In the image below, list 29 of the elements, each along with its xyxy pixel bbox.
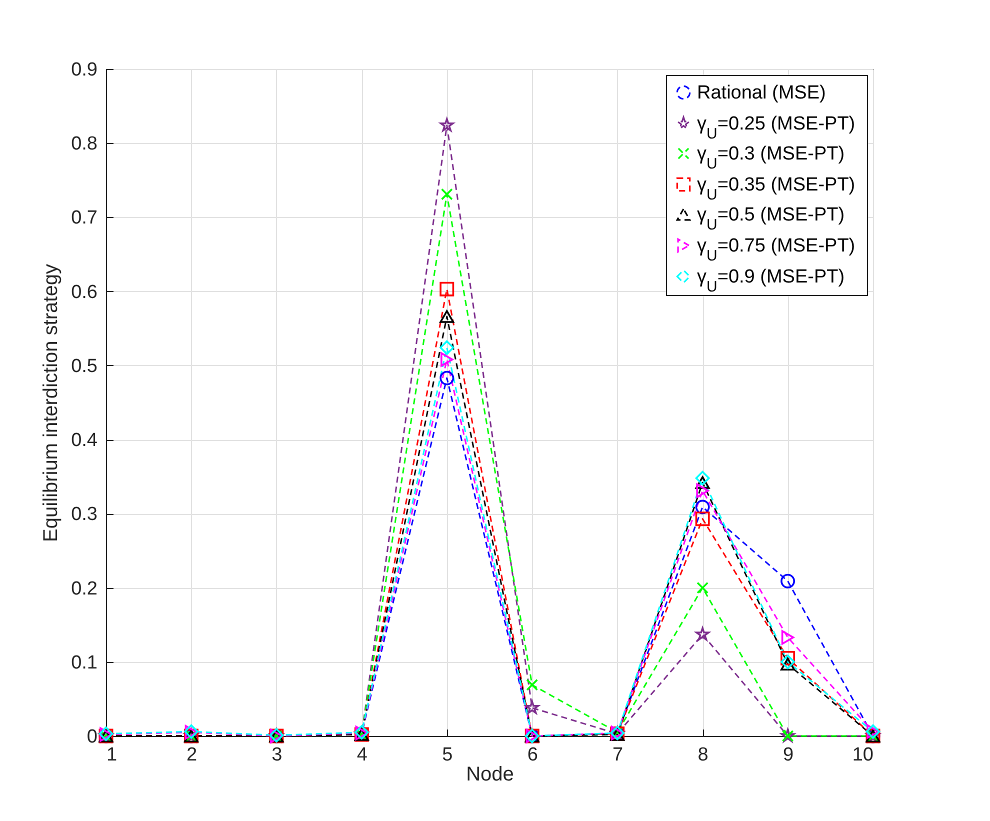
y-tick-label: 0.9 <box>71 60 98 80</box>
y-tick-label: 0.8 <box>71 134 98 155</box>
legend-label: γ$_{U}$=0.3 (MSE-PT) <box>697 144 845 172</box>
y-tick-label: 0.5 <box>71 356 98 377</box>
y-tick-label: 0.6 <box>71 282 98 303</box>
legend-label: γ$_{U}$=0.9 (MSE-PT) <box>697 266 845 295</box>
y-tick-label: 0.2 <box>71 578 98 600</box>
x-tick-label: 10 <box>852 744 874 766</box>
x-tick-label: 9 <box>782 744 794 766</box>
legend-label: γ$_{U}$=0.75 (MSE-PT) <box>697 236 856 264</box>
legend-label: γ$_{U}$=0.25 (MSE-PT) <box>697 114 856 142</box>
y-tick-label: 0.7 <box>71 208 98 229</box>
y-tick-label: 0.1 <box>71 652 98 674</box>
y-tick-label: 0 <box>86 726 98 748</box>
legend-label: γ$_{U}$=0.5 (MSE-PT) <box>697 204 845 233</box>
x-tick-label: 5 <box>442 744 453 766</box>
x-tick-label: 6 <box>527 744 538 766</box>
x-tick-label: 3 <box>272 744 282 766</box>
y-tick-label: 0.3 <box>71 504 98 526</box>
legend-label: γ$_{U}$=0.35 (MSE-PT) <box>697 174 856 203</box>
x-tick-label: 2 <box>186 744 198 766</box>
x-axis-title: Node <box>466 764 514 786</box>
y-axis-title: Equilibrium interdiction strategy <box>40 264 62 542</box>
y-tick-label: 0.4 <box>71 430 98 452</box>
x-tick-label: 4 <box>356 744 368 766</box>
legend-label: Rational (MSE) <box>697 82 826 104</box>
x-tick-label: 8 <box>698 744 708 766</box>
x-tick-label: 7 <box>612 744 624 766</box>
x-tick-label: 1 <box>106 744 118 766</box>
